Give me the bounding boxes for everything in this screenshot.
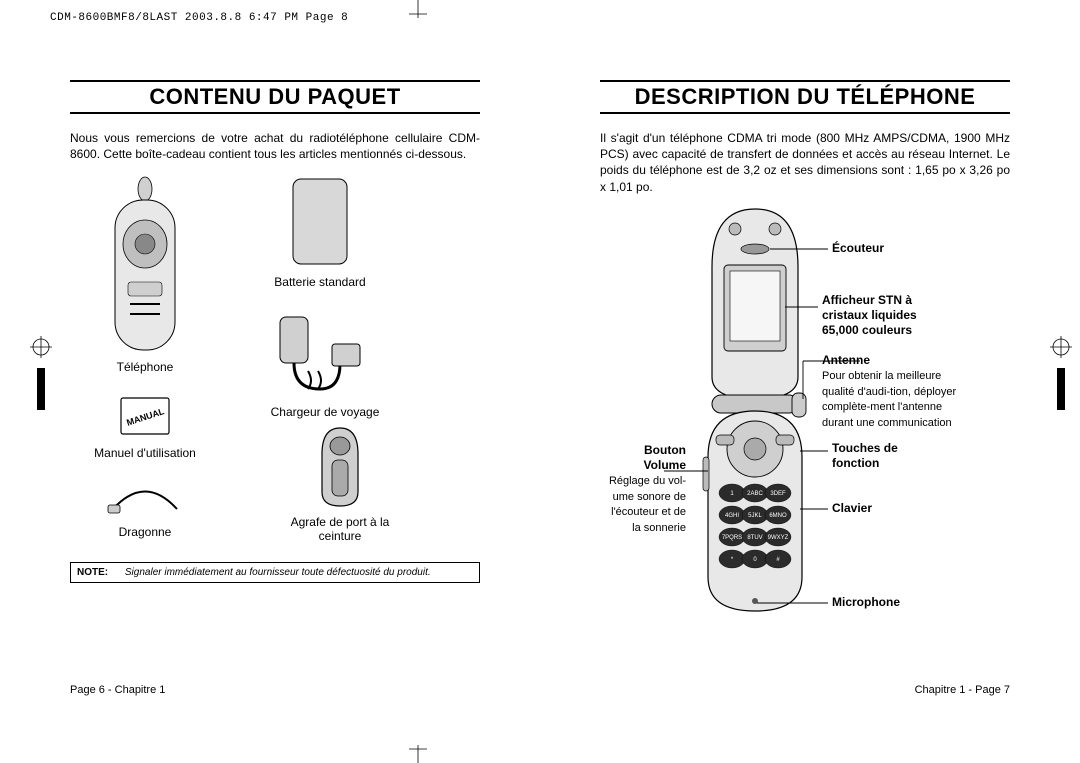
label-display: Afficheur STN à cristaux liquides 65,000… (822, 293, 917, 338)
item-label: Agrafe de port à la ceinture (275, 515, 405, 543)
phone-icon (100, 174, 190, 354)
manual-icon: MANUAL (115, 392, 175, 440)
label-microphone: Microphone (832, 595, 900, 610)
right-page: DESCRIPTION DU TÉLÉPHONE Il s'agit d'un … (540, 60, 1030, 700)
item-clip: Agrafe de port à la ceinture (275, 424, 405, 543)
item-phone: Téléphone (80, 174, 210, 374)
label-earpiece: Écouteur (832, 241, 884, 256)
item-label: Batterie standard (265, 275, 375, 289)
page-footer: Chapitre 1 - Page 7 (915, 684, 1010, 696)
intro-text: Il s'agit d'un téléphone CDMA tri mode (… (600, 130, 1010, 195)
page-spread: CONTENU DU PAQUET Nous vous remercions d… (50, 60, 1030, 700)
battery-icon (285, 174, 355, 269)
item-label: Téléphone (80, 360, 210, 374)
crop-mark-bottom (404, 735, 432, 763)
note-text: Signaler immédiatement au fournisseur to… (125, 567, 431, 578)
item-battery: Batterie standard (265, 174, 375, 289)
label-antenna: Antenne Pour obtenir la meilleure qualit… (822, 353, 972, 431)
item-manual: MANUAL Manuel d'utilisation (80, 392, 210, 460)
registration-right (1050, 336, 1072, 416)
left-page: CONTENU DU PAQUET Nous vous remercions d… (50, 60, 540, 700)
crop-mark-top (404, 0, 432, 28)
item-label: Dragonne (80, 525, 210, 539)
item-lanyard: Dragonne (80, 479, 210, 539)
item-charger: Chargeur de voyage (260, 309, 390, 419)
page-footer: Page 6 - Chapitre 1 (70, 684, 165, 696)
label-volume: BoutonVolume Réglage du vol-ume sonore d… (600, 443, 686, 536)
print-header: CDM-8600BMF8/8LAST 2003.8.8 6:47 PM Page… (50, 12, 348, 24)
lanyard-icon (105, 479, 185, 519)
intro-text: Nous vous remercions de votre achat du r… (70, 130, 480, 162)
phone-diagram: 12ABC3DEF 4GHI5JKL6MNO 7PQRS8TUV9WXYZ *0… (600, 207, 1010, 647)
label-keypad: Clavier (832, 501, 872, 516)
item-label: Chargeur de voyage (260, 405, 390, 419)
label-function-keys: Touches defonction (832, 441, 898, 471)
page-title: DESCRIPTION DU TÉLÉPHONE (600, 80, 1010, 114)
item-label: Manuel d'utilisation (80, 446, 210, 460)
page-title: CONTENU DU PAQUET (70, 80, 480, 114)
package-contents: Téléphone Batterie standard Chargeur de … (70, 174, 480, 554)
note-box: NOTE: Signaler immédiatement au fourniss… (70, 562, 480, 583)
registration-left (30, 336, 52, 416)
note-label: NOTE: (77, 567, 108, 578)
clip-icon (313, 424, 368, 509)
charger-icon (270, 309, 380, 399)
